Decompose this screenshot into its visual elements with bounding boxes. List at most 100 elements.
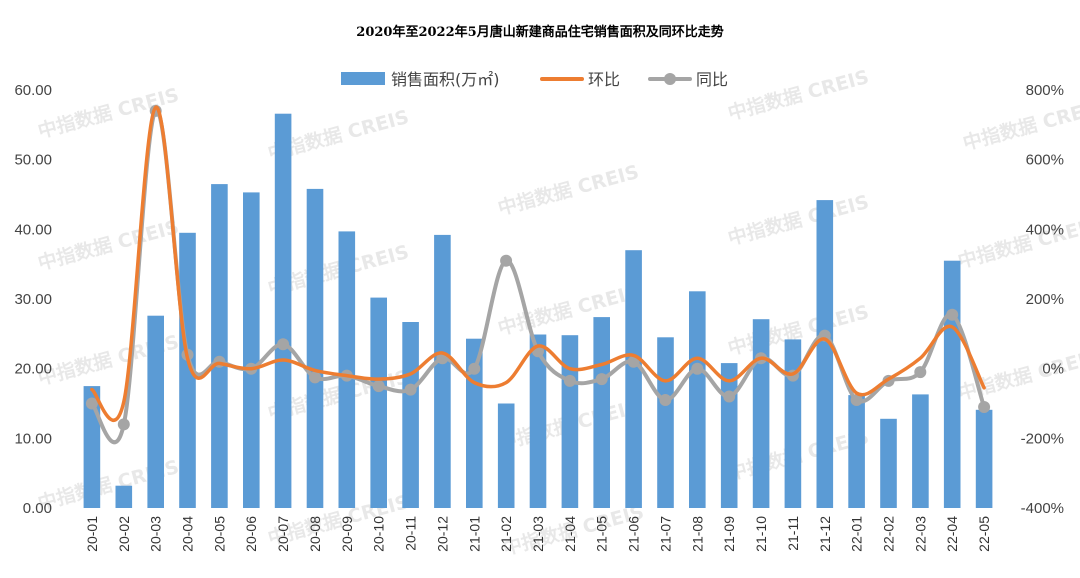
- watermark-text: 中指数据 CREIS: [725, 190, 871, 250]
- point-yoy-21-04: [563, 374, 576, 387]
- point-yoy-20-02: [117, 418, 130, 431]
- chart-title: 2020年至2022年5月唐山新建商品住宅销售面积及同环比走势: [356, 24, 723, 40]
- x-tick-label: 21-09: [721, 516, 737, 552]
- bar-20-11: [402, 322, 419, 508]
- left-tick-label: 50.00: [14, 152, 52, 169]
- x-tick-label: 22-01: [849, 516, 865, 552]
- x-axis: 20-01 20-02 20-03 20-04 20-05 20-06 20-07 20-08…: [84, 516, 992, 552]
- point-yoy-20-10: [372, 380, 385, 393]
- bar-21-08: [689, 291, 706, 508]
- bar-21-07: [657, 337, 674, 508]
- point-yoy-22-03: [914, 366, 927, 379]
- x-tick-label: 21-11: [785, 516, 801, 551]
- right-tick-label: 200%: [1026, 291, 1064, 308]
- point-yoy-21-01: [468, 362, 481, 375]
- x-tick-label: 21-05: [594, 516, 610, 552]
- legend: 销售面积(万㎡) 环比 同比: [341, 70, 728, 89]
- bar-20-05: [211, 184, 228, 508]
- x-tick-label: 21-06: [626, 516, 642, 552]
- left-tick-label: 60.00: [14, 82, 52, 99]
- x-tick-label: 20-03: [148, 516, 164, 552]
- bar-21-02: [497, 403, 515, 508]
- bar-22-03: [912, 394, 929, 508]
- x-tick-label: 21-12: [817, 516, 833, 552]
- bar-21-04: [561, 335, 579, 508]
- x-tick-label: 21-04: [562, 516, 578, 552]
- x-tick-label: 20-01: [84, 516, 100, 552]
- x-tick-label: 20-06: [243, 516, 259, 552]
- point-yoy-20-01: [85, 397, 98, 410]
- right-axis: -400% -200% 0% 200% 400% 600% 800%: [1021, 82, 1064, 517]
- legend-marker-yoy: [664, 73, 676, 85]
- x-tick-label: 20-11: [403, 516, 419, 551]
- bar-20-07: [274, 113, 292, 508]
- left-tick-label: 20.00: [14, 361, 52, 378]
- bar-20-12: [434, 234, 451, 508]
- left-tick-label: 10.00: [14, 430, 52, 447]
- bar-22-02: [880, 418, 897, 508]
- x-tick-label: 22-03: [912, 516, 928, 552]
- point-yoy-21-07: [659, 394, 672, 406]
- x-tick-label: 20-12: [434, 516, 450, 552]
- point-yoy-20-08: [309, 371, 321, 384]
- x-tick-label: 20-10: [371, 516, 387, 552]
- point-yoy-20-07: [277, 338, 290, 351]
- right-tick-label: -400%: [1021, 500, 1064, 517]
- bar-20-08: [306, 188, 324, 508]
- bar-20-03: [147, 315, 164, 508]
- x-tick-label: 20-02: [116, 516, 132, 552]
- point-yoy-22-04: [946, 308, 959, 321]
- bar-22-01: [848, 395, 865, 508]
- x-tick-label: 21-02: [498, 516, 514, 552]
- watermark-text: 中指数据 CREIS: [725, 65, 871, 125]
- bar-20-02: [115, 485, 133, 508]
- watermark-text: 中指数据 CREIS: [35, 215, 181, 275]
- bar-21-03: [529, 334, 547, 508]
- legend-label-mom: 环比: [588, 70, 620, 89]
- x-tick-label: 20-08: [307, 516, 323, 552]
- right-tick-label: 400%: [1026, 221, 1064, 238]
- legend-label-area: 销售面积(万㎡): [391, 70, 500, 89]
- point-yoy-21-08: [691, 362, 704, 375]
- x-tick-label: 22-04: [944, 516, 960, 552]
- left-tick-label: 30.00: [14, 291, 52, 308]
- watermark-text: 中指数据 CREIS: [495, 160, 641, 220]
- line-series: [85, 104, 991, 445]
- point-yoy-22-01: [850, 394, 863, 406]
- bar-22-05: [975, 409, 993, 508]
- right-tick-label: -200%: [1021, 430, 1064, 447]
- point-yoy-21-02: [500, 254, 513, 267]
- x-tick-label: 22-05: [976, 516, 992, 552]
- left-tick-label: 0.00: [23, 500, 52, 517]
- left-tick-label: 40.00: [14, 221, 52, 238]
- bar-21-12: [816, 200, 834, 508]
- bar-20-06: [243, 192, 260, 508]
- x-tick-label: 20-05: [211, 516, 227, 552]
- bar-21-11: [784, 339, 802, 508]
- bar-22-04: [943, 260, 961, 508]
- x-tick-label: 20-09: [339, 516, 355, 552]
- x-tick-label: 21-07: [657, 516, 673, 552]
- point-yoy-20-11: [404, 383, 417, 396]
- right-tick-label: 800%: [1026, 82, 1064, 99]
- x-tick-label: 20-07: [275, 516, 291, 552]
- x-tick-label: 22-02: [881, 516, 897, 552]
- x-tick-label: 21-08: [689, 516, 705, 552]
- bar-20-10: [370, 297, 387, 508]
- x-tick-label: 21-01: [466, 516, 482, 552]
- right-tick-label: 600%: [1026, 152, 1064, 169]
- line-mom: [90, 105, 986, 422]
- legend-swatch-area: [341, 72, 385, 85]
- bar-21-06: [625, 250, 642, 508]
- x-tick-label: 21-03: [530, 516, 546, 552]
- x-tick-label: 21-10: [753, 516, 769, 552]
- point-yoy-21-05: [595, 373, 608, 386]
- bar-21-05: [593, 317, 610, 508]
- point-yoy-22-05: [978, 401, 991, 413]
- watermark-text: 中指数据 CREIS: [960, 95, 1080, 155]
- bar-20-01: [83, 386, 101, 508]
- left-axis: 0.00 10.00 20.00 30.00 40.00 50.00 60.00: [14, 82, 52, 517]
- right-tick-label: 0%: [1042, 361, 1064, 378]
- bar-21-09: [720, 363, 738, 508]
